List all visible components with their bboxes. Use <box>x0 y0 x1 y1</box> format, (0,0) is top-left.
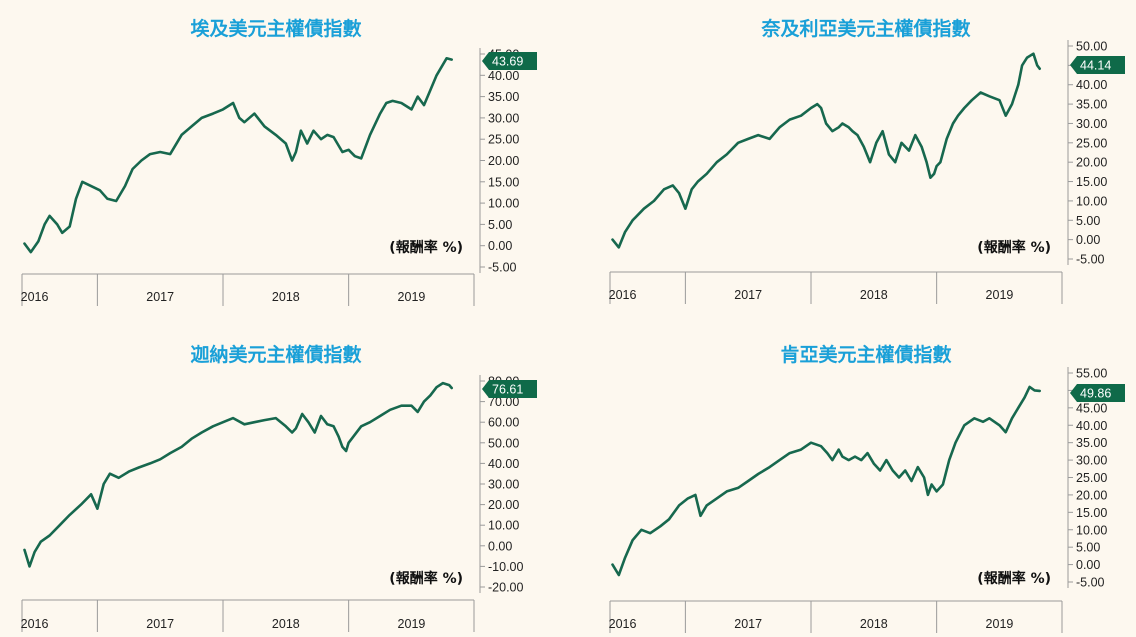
y-tick-label: -10.00 <box>488 560 523 574</box>
unit-label: (報酬率 %) <box>977 570 1051 587</box>
y-tick-label: 35.00 <box>1076 98 1107 112</box>
last-value-label: 44.14 <box>1080 59 1111 73</box>
x-tick-label: 2017 <box>146 617 174 631</box>
y-tick-label: 40.00 <box>1076 78 1107 92</box>
series-line <box>611 52 1042 249</box>
x-tick-label: 2016 <box>609 617 637 631</box>
ghana-chart: 迦納美元主權債指數80.0070.0060.0050.0040.0030.002… <box>21 343 537 632</box>
last-value-tag-bg <box>482 380 537 398</box>
x-tick-label: 2018 <box>860 617 888 631</box>
y-tick-label: 40.00 <box>1076 419 1107 433</box>
y-tick-label: 25.00 <box>1076 471 1107 485</box>
last-value-tag-bg <box>1070 384 1125 402</box>
chart-title: 奈及利亞美元主權債指數 <box>760 17 970 40</box>
last-value-label: 76.61 <box>492 383 523 397</box>
y-tick-label: 10.00 <box>488 519 519 533</box>
y-tick-label: 0.00 <box>488 239 512 253</box>
y-tick-label: 45.00 <box>1076 401 1107 415</box>
x-tick-label: 2017 <box>734 617 762 631</box>
unit-label: (報酬率 %) <box>977 239 1051 256</box>
y-tick-label: 50.00 <box>488 436 519 450</box>
y-tick-label: 30.00 <box>1076 117 1107 131</box>
chart-title: 肯亞美元主權債指數 <box>780 343 951 366</box>
y-tick-label: -20.00 <box>488 581 523 595</box>
y-tick-label: 55.00 <box>1076 367 1107 381</box>
y-tick-label: 40.00 <box>488 457 519 471</box>
x-tick-label: 2019 <box>398 617 426 631</box>
x-tick-label: 2017 <box>734 288 762 302</box>
x-tick-label: 2016 <box>21 617 49 631</box>
y-tick-label: 20.00 <box>1076 156 1107 170</box>
kenya-chart: 肯亞美元主權債指數55.0050.0045.0040.0035.0030.002… <box>609 343 1125 633</box>
x-tick-label: 2018 <box>272 617 300 631</box>
x-tick-label: 2017 <box>146 290 174 304</box>
egypt-chart: 埃及美元主權債指數45.0040.0035.0030.0025.0020.001… <box>21 17 537 306</box>
chart-title: 迦納美元主權債指數 <box>190 343 361 366</box>
x-tick-label: 2018 <box>272 290 300 304</box>
last-value-tag: 43.69 <box>482 52 537 70</box>
y-tick-label: 5.00 <box>1076 541 1100 555</box>
chart-title: 埃及美元主權債指數 <box>190 17 361 40</box>
last-value-label: 49.86 <box>1080 387 1111 401</box>
y-tick-label: 30.00 <box>1076 454 1107 468</box>
x-tick-label: 2019 <box>986 617 1014 631</box>
y-tick-label: 30.00 <box>488 478 519 492</box>
y-tick-label: 20.00 <box>488 498 519 512</box>
x-tick-label: 2016 <box>21 290 49 304</box>
y-tick-label: 5.00 <box>1076 214 1100 228</box>
y-tick-label: 15.00 <box>488 175 519 189</box>
y-tick-label: 50.00 <box>1076 40 1107 54</box>
y-tick-label: 30.00 <box>488 111 519 125</box>
y-tick-label: 10.00 <box>488 197 519 211</box>
last-value-tag-bg <box>1070 56 1125 74</box>
y-tick-label: 15.00 <box>1076 506 1107 520</box>
y-tick-label: 20.00 <box>488 154 519 168</box>
y-tick-label: -5.00 <box>488 261 517 275</box>
series-line <box>23 56 454 254</box>
last-value-tag: 44.14 <box>1070 56 1125 74</box>
last-value-tag: 76.61 <box>482 380 537 398</box>
y-tick-label: 0.00 <box>1076 558 1100 572</box>
y-tick-label: 5.00 <box>488 218 512 232</box>
y-tick-label: 25.00 <box>488 133 519 147</box>
y-tick-label: 0.00 <box>488 539 512 553</box>
y-tick-label: 20.00 <box>1076 488 1107 502</box>
y-tick-label: 35.00 <box>1076 436 1107 450</box>
last-value-label: 43.69 <box>492 55 523 69</box>
last-value-tag: 49.86 <box>1070 384 1125 402</box>
unit-label: (報酬率 %) <box>389 239 463 256</box>
unit-label: (報酬率 %) <box>389 570 463 587</box>
last-value-tag-bg <box>482 52 537 70</box>
x-tick-label: 2018 <box>860 288 888 302</box>
x-tick-label: 2019 <box>398 290 426 304</box>
y-tick-label: 15.00 <box>1076 175 1107 189</box>
y-tick-label: -5.00 <box>1076 576 1105 590</box>
series-line <box>23 381 454 568</box>
y-tick-label: 10.00 <box>1076 523 1107 537</box>
y-tick-label: 0.00 <box>1076 233 1100 247</box>
y-tick-label: 10.00 <box>1076 194 1107 208</box>
x-tick-label: 2016 <box>609 288 637 302</box>
y-tick-label: 60.00 <box>488 416 519 430</box>
y-tick-label: 25.00 <box>1076 136 1107 150</box>
x-tick-label: 2019 <box>986 288 1014 302</box>
series-line <box>611 385 1042 577</box>
y-tick-label: 35.00 <box>488 90 519 104</box>
nigeria-chart: 奈及利亞美元主權債指數50.0045.0040.0035.0030.0025.0… <box>609 17 1125 304</box>
y-tick-label: -5.00 <box>1076 253 1105 267</box>
y-tick-label: 40.00 <box>488 69 519 83</box>
y-tick-label: 70.00 <box>488 395 519 409</box>
